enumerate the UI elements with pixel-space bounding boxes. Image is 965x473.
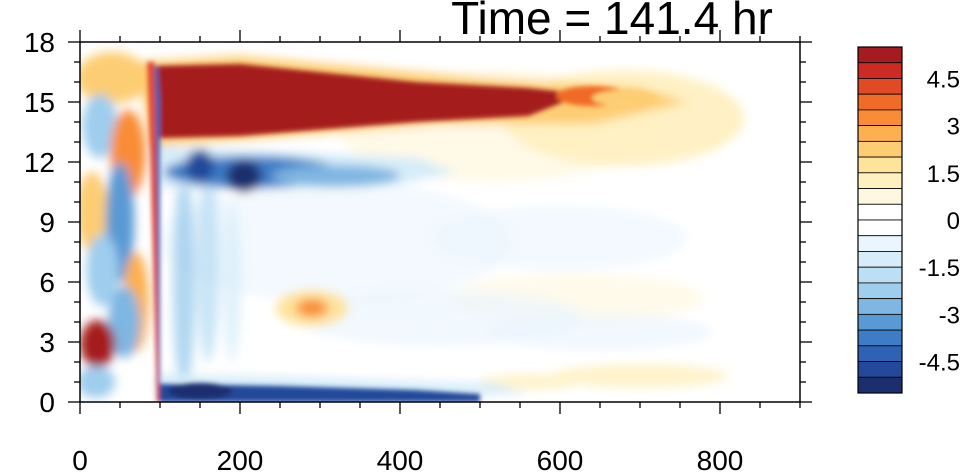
y-tick-label: 0 <box>39 387 55 418</box>
y-tick-label: 6 <box>39 267 55 298</box>
mid-level-positive-core <box>296 299 328 317</box>
y-tick-labels: 0 3 6 9 12 15 18 <box>24 27 55 418</box>
colorbar-label: 1.5 <box>927 161 960 188</box>
front-lee <box>154 66 160 394</box>
axis-ticks <box>68 30 812 414</box>
x-tick-label: 200 <box>217 445 264 473</box>
y-tick-label: 9 <box>39 207 55 238</box>
field-sharp <box>147 62 656 402</box>
colorbar-swatch <box>857 140 903 158</box>
cold-stripe <box>196 162 220 362</box>
negative-band-core <box>272 165 400 187</box>
colorbar-label: -3 <box>939 302 960 329</box>
colorbar-label: 0 <box>947 208 960 235</box>
y-tick-label: 12 <box>24 147 55 178</box>
weak-warm-patch <box>552 364 728 388</box>
weak-cold-patch <box>488 314 712 350</box>
oscillation <box>86 234 119 306</box>
colorbar-swatch <box>857 376 903 394</box>
colorbar-label: -4.5 <box>919 350 960 377</box>
colorbar-swatch <box>857 78 903 95</box>
x-tick-label: 600 <box>537 445 584 473</box>
negative-band-peak <box>226 160 262 192</box>
plot-area: 0 200 400 600 800 0 3 6 9 12 15 18 <box>24 27 812 473</box>
colorbar-swatch <box>857 109 903 127</box>
colorbar-swatch <box>857 345 903 362</box>
low-level-positive-core <box>88 332 107 356</box>
x-tick-labels: 0 200 400 600 800 <box>72 445 743 473</box>
colorbar-label: 4.5 <box>927 66 960 93</box>
colorbar-swatch <box>857 219 903 237</box>
colorbar-swatch <box>857 361 903 378</box>
oscillation <box>80 172 108 252</box>
colorbar-frame <box>857 46 903 394</box>
colorbar-swatch <box>857 203 903 221</box>
x-tick-label: 400 <box>377 445 424 473</box>
oscillation <box>82 94 118 158</box>
cold-stripe <box>172 172 196 392</box>
colorbar-swatch <box>857 188 903 205</box>
near-surface-core <box>168 383 232 399</box>
oscillation <box>108 286 140 358</box>
colorbar-swatch <box>857 125 903 142</box>
contour-field <box>80 52 744 402</box>
oscillation <box>80 52 148 104</box>
colorbar-label: -1.5 <box>919 255 960 282</box>
colorbar-labels: 4.5 3 1.5 0 -1.5 -3 -4.5 <box>919 66 960 376</box>
colorbar-swatch <box>857 313 903 331</box>
colorbar-label: 3 <box>947 114 960 141</box>
weak-warm-patch <box>480 374 576 390</box>
colorbar-swatch <box>857 172 903 189</box>
oscillation <box>80 366 116 398</box>
colorbar-swatch <box>857 298 903 315</box>
y-tick-label: 3 <box>39 327 55 358</box>
colorbar-swatch <box>857 46 903 64</box>
colorbar-swatch <box>857 93 903 111</box>
y-tick-label: 15 <box>24 87 55 118</box>
weak-cold-patch <box>432 206 688 270</box>
x-tick-label: 0 <box>72 445 88 473</box>
colorbar-swatch <box>857 62 903 79</box>
colorbar <box>857 46 903 394</box>
colorbar-swatch <box>857 266 903 284</box>
y-tick-label: 18 <box>24 27 55 58</box>
cold-stripe <box>222 202 242 362</box>
colorbar-swatch <box>857 282 903 300</box>
colorbar-swatch <box>857 329 903 347</box>
weak-cold-patch <box>160 182 512 302</box>
colorbar-swatch <box>857 156 903 174</box>
near-surface-negative-band <box>158 384 480 402</box>
chart-title: Time = 141.4 hr <box>451 0 773 44</box>
negative-band-peak <box>185 150 215 182</box>
colorbar-swatch <box>857 235 903 252</box>
colorbar-swatch <box>857 251 903 268</box>
upper-positive-band <box>150 64 584 138</box>
x-tick-label: 800 <box>697 445 744 473</box>
band-tip <box>592 90 656 106</box>
